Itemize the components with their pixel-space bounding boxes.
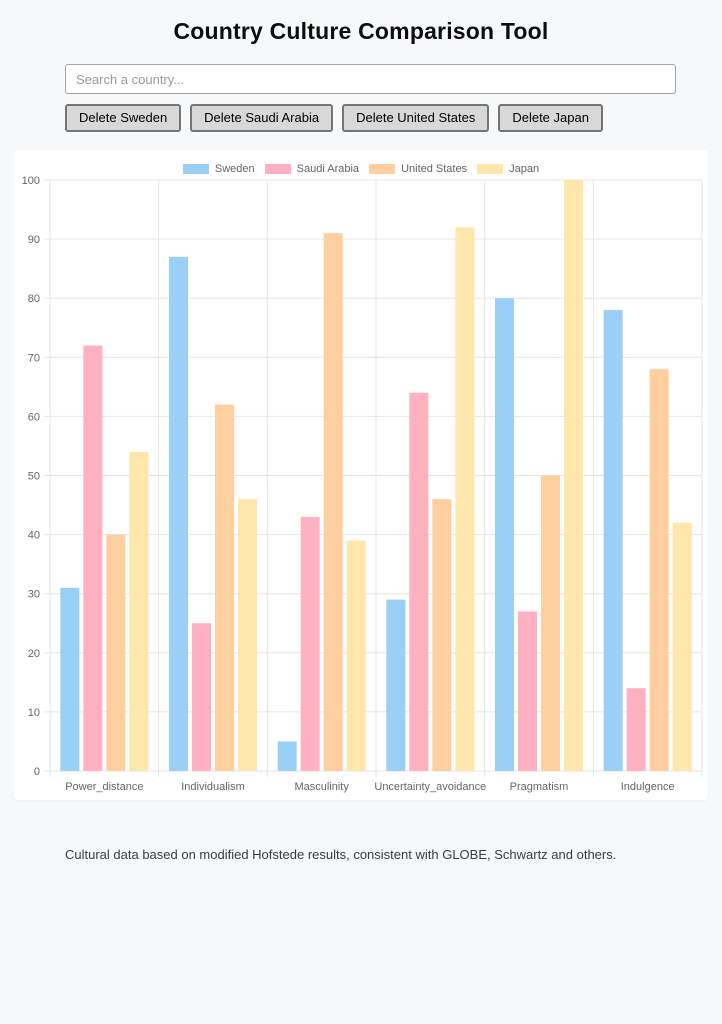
legend-item-sweden[interactable]: Sweden [182, 162, 255, 175]
x-category-label-indulgence: Indulgence [621, 781, 675, 793]
delete-buttons-row: Delete Sweden Delete Saudi Arabia Delete… [65, 104, 722, 132]
bar-saudi-arabia-individualism [192, 622, 211, 771]
y-tick-label-90: 90 [28, 234, 40, 246]
y-tick-label-0: 0 [34, 766, 40, 778]
x-category-label-power-distance: Power_distance [65, 781, 143, 793]
bar-sweden-individualism [169, 256, 188, 771]
delete-japan-button[interactable]: Delete Japan [498, 104, 603, 132]
bar-japan-pragmatism [564, 179, 583, 771]
bar-sweden-indulgence [603, 309, 623, 771]
bar-sweden-uncertainty-avoidance [386, 599, 406, 771]
bar-saudi-arabia-uncertainty-avoidance [409, 392, 429, 771]
bar-sweden-masculinity [277, 741, 297, 771]
chart-legend: Sweden Saudi Arabia United States Japan [14, 160, 708, 178]
bar-united-states-indulgence [649, 368, 669, 771]
legend-label-united-states: United States [401, 162, 468, 175]
bar-japan-power-distance [129, 451, 149, 771]
bar-united-states-power-distance [106, 534, 126, 771]
bar-saudi-arabia-masculinity [300, 516, 320, 771]
legend-swatch-sweden [182, 163, 209, 174]
bar-sweden-pragmatism [495, 297, 514, 771]
page-title: Country Culture Comparison Tool [173, 18, 549, 44]
bar-united-states-pragmatism [541, 475, 560, 771]
bar-united-states-uncertainty-avoidance [432, 498, 452, 771]
y-tick-label-60: 60 [28, 411, 40, 423]
legend-item-saudi-arabia[interactable]: Saudi Arabia [264, 162, 360, 175]
delete-saudi-arabia-button[interactable]: Delete Saudi Arabia [190, 104, 334, 132]
legend-label-sweden: Sweden [214, 162, 255, 175]
bar-chart-svg: 0 10 20 30 40 50 60 70 80 90 100 Power_distance Indi… [22, 175, 703, 793]
y-tick-label-30: 30 [28, 588, 40, 600]
search-input[interactable] [65, 64, 676, 94]
bar-united-states-individualism [215, 404, 234, 771]
y-tick-label-20: 20 [28, 647, 40, 659]
bar-united-states-masculinity [323, 232, 343, 771]
x-category-label-individualism: Individualism [181, 781, 245, 793]
x-category-label-pragmatism: Pragmatism [510, 781, 569, 793]
y-tick-label-50: 50 [28, 470, 40, 482]
bar-japan-indulgence [672, 522, 692, 771]
bar-japan-uncertainty-avoidance [455, 226, 475, 771]
legend-item-united-states[interactable]: United States [369, 163, 467, 175]
x-category-label-masculinity: Masculinity [294, 781, 349, 793]
chart-card: Sweden Saudi Arabia United States Japan 0 10… [14, 149, 708, 800]
y-tick-label-40: 40 [28, 529, 40, 541]
legend-label-japan: Japan [509, 162, 540, 175]
delete-united-states-button[interactable]: Delete United States [342, 104, 490, 132]
bar-sweden-power-distance [60, 587, 80, 771]
delete-sweden-button[interactable]: Delete Sweden [65, 104, 182, 132]
legend-swatch-united-states [369, 163, 396, 174]
bar-japan-masculinity [346, 540, 366, 771]
y-tick-label-80: 80 [28, 293, 40, 305]
y-tick-label-10: 10 [28, 706, 40, 718]
y-tick-label-100: 100 [22, 175, 40, 187]
x-category-label-uncertainty-avoidance: Uncertainty_avoidance [374, 781, 486, 793]
bar-saudi-arabia-pragmatism [518, 611, 537, 771]
y-tick-label-70: 70 [28, 352, 40, 364]
bar-saudi-arabia-power-distance [83, 345, 103, 771]
legend-label-saudi-arabia: Saudi Arabia [296, 162, 360, 175]
legend-item-japan[interactable]: Japan [477, 163, 539, 175]
bar-saudi-arabia-indulgence [626, 687, 646, 771]
footer-note: Cultural data based on modified Hofstede… [65, 846, 617, 862]
bar-japan-individualism [238, 498, 257, 771]
legend-swatch-japan [477, 163, 504, 174]
legend-swatch-saudi-arabia [264, 163, 291, 174]
